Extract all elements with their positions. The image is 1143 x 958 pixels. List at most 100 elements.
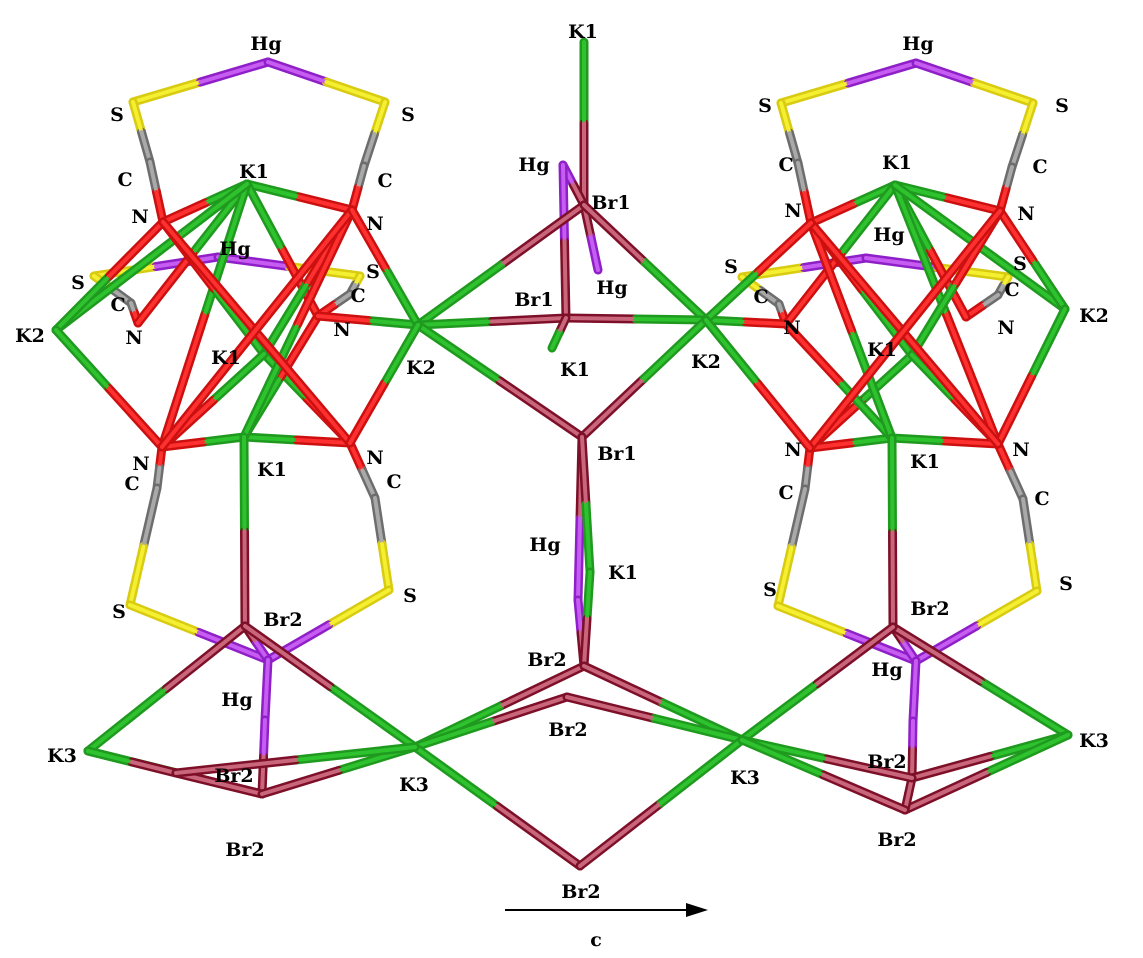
bond-segment-290 bbox=[859, 353, 914, 404]
bond-segment-458 bbox=[578, 801, 663, 868]
bond-segment-251 bbox=[809, 202, 855, 225]
bond-segment-103 bbox=[107, 386, 164, 449]
bond-segment-179 bbox=[846, 61, 918, 85]
bond-segment-407 bbox=[348, 382, 386, 445]
bond-segment-367 bbox=[562, 239, 568, 320]
bond-segment-394 bbox=[580, 376, 646, 439]
bond-segment-255 bbox=[945, 196, 1002, 213]
bond-segment-94 bbox=[149, 182, 249, 259]
atom-label-R-k3: K3 bbox=[1079, 730, 1109, 752]
bond-segment-307 bbox=[784, 322, 841, 383]
bond-segment-382 bbox=[564, 316, 638, 321]
bond-segment-335 bbox=[910, 747, 915, 780]
bond-segment-331 bbox=[911, 689, 917, 723]
bond-segment-63 bbox=[380, 542, 391, 592]
bond-segment-158 bbox=[261, 718, 267, 759]
bond-segment-390 bbox=[416, 323, 502, 383]
bond-segment-18 bbox=[148, 160, 159, 194]
bond-segment-178 bbox=[779, 81, 851, 105]
bond-segment-271 bbox=[978, 245, 1067, 311]
atom-label-L-c-mr: C bbox=[350, 285, 365, 307]
bond-segment-386 bbox=[557, 316, 568, 335]
atom-label-R-k1-top: K1 bbox=[882, 152, 912, 174]
bond-segment-54 bbox=[348, 441, 365, 473]
atom-label-R-c-mr: C bbox=[1004, 279, 1019, 301]
atom-label-center-br2-mid: Br2 bbox=[548, 719, 587, 741]
atom-label-R-c-ml: C bbox=[753, 286, 768, 308]
atom-label-L-c-br: C bbox=[386, 471, 401, 493]
bond-segment-190 bbox=[1020, 101, 1035, 137]
bond-segment-83 bbox=[136, 251, 195, 325]
bond-segment-346 bbox=[984, 733, 1070, 775]
bond-segment-286 bbox=[910, 281, 958, 357]
bond-segment-375 bbox=[643, 260, 708, 322]
bond-segment-79 bbox=[297, 195, 354, 212]
bond-segment-347 bbox=[903, 770, 989, 812]
bond-segment-483 bbox=[821, 773, 907, 812]
bond-segment-3 bbox=[198, 60, 270, 84]
bond-segment-315 bbox=[902, 331, 1000, 446]
atom-label-center-k3-right: K3 bbox=[730, 767, 760, 789]
bond-segment-318 bbox=[903, 209, 1002, 332]
atom-label-L-n-mr: N bbox=[333, 319, 350, 341]
c-axis-arrowhead bbox=[686, 903, 708, 917]
bond-segment-195 bbox=[802, 191, 813, 225]
bond-segment-59 bbox=[128, 544, 146, 607]
atom-label-L-hg-top: Hg bbox=[250, 33, 281, 55]
bond-segment-423 bbox=[576, 516, 582, 602]
bond-segment-70 bbox=[326, 588, 391, 627]
atom-label-L-s-mr: S bbox=[366, 261, 380, 283]
atom-label-center-hg-c: Hg bbox=[529, 534, 560, 556]
atom-label-L-c-tl: C bbox=[117, 169, 132, 191]
bond-segment-302 bbox=[890, 436, 947, 443]
bond-segment-378 bbox=[416, 319, 494, 327]
bond-segment-383 bbox=[634, 317, 708, 322]
atom-label-left-k2-center: K2 bbox=[406, 357, 436, 379]
bond-segment-58 bbox=[141, 486, 159, 549]
bond-segment-163 bbox=[164, 624, 247, 691]
bond-segment-2 bbox=[131, 80, 203, 104]
bond-segment-258 bbox=[838, 183, 897, 257]
bond-segment-122 bbox=[201, 435, 246, 444]
atom-label-L-c-ml: C bbox=[110, 294, 125, 316]
bond-segment-239 bbox=[1028, 543, 1039, 593]
bond-segment-391 bbox=[498, 379, 584, 439]
atom-label-center-br2-bottom: Br2 bbox=[561, 881, 600, 903]
bond-segment-467 bbox=[260, 768, 341, 796]
bond-segment-14 bbox=[372, 100, 387, 136]
bond-segment-450 bbox=[565, 695, 657, 721]
bond-segment-246 bbox=[974, 589, 1039, 628]
bond-segment-451 bbox=[652, 716, 744, 742]
bond-segment-187 bbox=[787, 131, 800, 165]
bond-segment-183 bbox=[972, 81, 1035, 105]
atom-label-top-k1: K1 bbox=[568, 21, 598, 43]
bond-segment-106 bbox=[211, 286, 266, 356]
bond-segment-230 bbox=[996, 442, 1013, 474]
atom-label-L-s-bl: S bbox=[112, 601, 126, 623]
atom-label-layer: K1 Hg Br1 Hg Br1 K1 K2 K2 Br1 Hg K1 Br2 Br2 K3 K3 Br2 Hg… bbox=[15, 21, 1109, 903]
bond-segment-267 bbox=[944, 312, 1000, 446]
bond-segment-162 bbox=[86, 686, 169, 753]
atom-label-L-k3: K3 bbox=[47, 745, 77, 767]
bond-segment-138 bbox=[161, 220, 259, 335]
atom-label-R-n-tl: N bbox=[784, 200, 801, 222]
bond-segment-46 bbox=[332, 292, 352, 307]
atom-label-L-n-bl: N bbox=[132, 453, 149, 475]
bond-segment-22 bbox=[356, 164, 366, 190]
bond-segment-154 bbox=[264, 658, 270, 692]
bond-segment-231 bbox=[1008, 469, 1025, 501]
bond-segment-398 bbox=[366, 318, 420, 327]
atom-label-R-hg-mid: Hg bbox=[873, 224, 904, 246]
atom-label-L-s-tr: S bbox=[401, 104, 415, 126]
atom-label-L-s-ml: S bbox=[71, 272, 85, 294]
bond-segment-282 bbox=[859, 287, 914, 357]
atom-label-R-k1-low: K1 bbox=[910, 451, 940, 473]
bond-segment-182 bbox=[914, 61, 977, 85]
bond-segment-371 bbox=[416, 263, 503, 327]
bond-segment-102 bbox=[54, 328, 111, 391]
atom-label-center-br2-top: Br2 bbox=[527, 649, 566, 671]
atom-label-R-c-br: C bbox=[1034, 488, 1049, 510]
atom-label-right-k2-center: K2 bbox=[691, 351, 721, 373]
bond-segment-110 bbox=[262, 280, 310, 356]
